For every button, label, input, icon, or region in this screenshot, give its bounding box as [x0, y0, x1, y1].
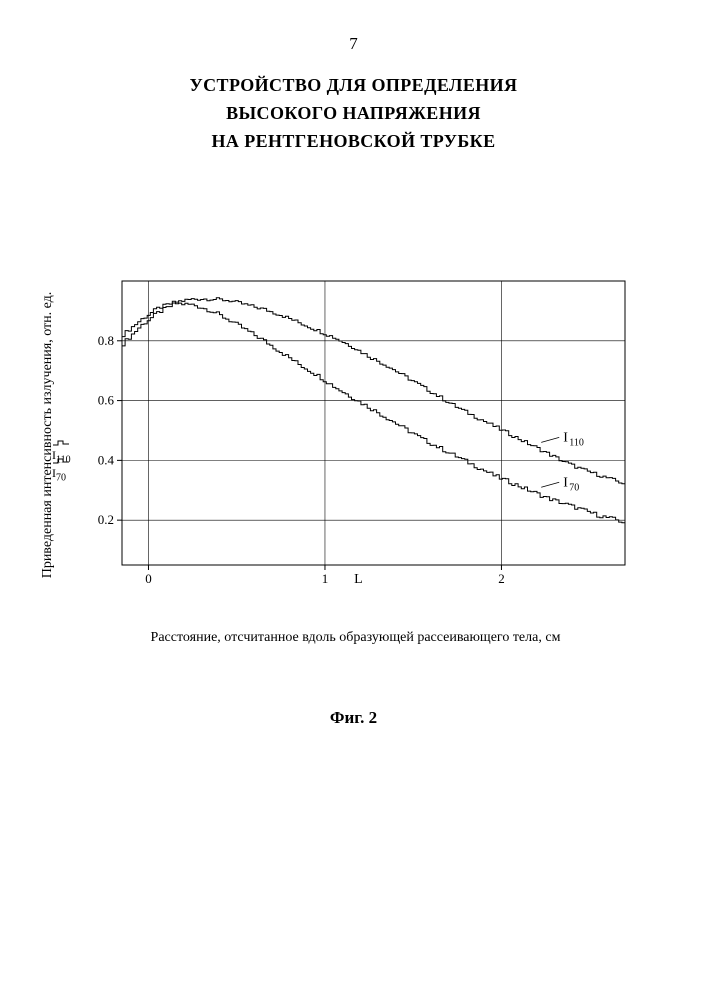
svg-text:2: 2: [498, 571, 505, 586]
svg-text:I: I: [563, 475, 568, 490]
svg-text:110: 110: [569, 437, 584, 448]
svg-text:0.2: 0.2: [98, 512, 114, 527]
svg-text:0.8: 0.8: [98, 333, 114, 348]
svg-text:70: 70: [569, 482, 579, 493]
figure-caption: Фиг. 2: [0, 708, 707, 728]
external-series-label: I70: [52, 454, 88, 483]
document-title: УСТРОЙСТВО ДЛЯ ОПРЕДЕЛЕНИЯ ВЫСОКОГО НАПР…: [0, 72, 707, 156]
svg-text:1: 1: [322, 571, 329, 586]
intensity-chart: 0120.20.40.60.8LI110I70: [78, 275, 633, 595]
title-line-1: УСТРОЙСТВО ДЛЯ ОПРЕДЕЛЕНИЯ: [190, 75, 518, 95]
title-line-2: ВЫСОКОГО НАПРЯЖЕНИЯ: [226, 103, 481, 123]
svg-text:0.4: 0.4: [98, 452, 115, 467]
svg-text:0: 0: [145, 571, 152, 586]
svg-text:0.6: 0.6: [98, 393, 115, 408]
chart-container: Приведенная интенсивность излучения, отн…: [78, 275, 633, 640]
title-line-3: НА РЕНТГЕНОВСКОЙ ТРУБКЕ: [212, 131, 496, 151]
page: 7 УСТРОЙСТВО ДЛЯ ОПРЕДЕЛЕНИЯ ВЫСОКОГО НА…: [0, 0, 707, 1000]
x-axis-caption: Расстояние, отсчитанное вдоль образующей…: [78, 630, 633, 646]
svg-text:L: L: [354, 572, 363, 587]
y-axis-label: Приведенная интенсивность излучения, отн…: [40, 275, 56, 595]
page-number: 7: [0, 34, 707, 54]
svg-text:I: I: [563, 430, 568, 445]
